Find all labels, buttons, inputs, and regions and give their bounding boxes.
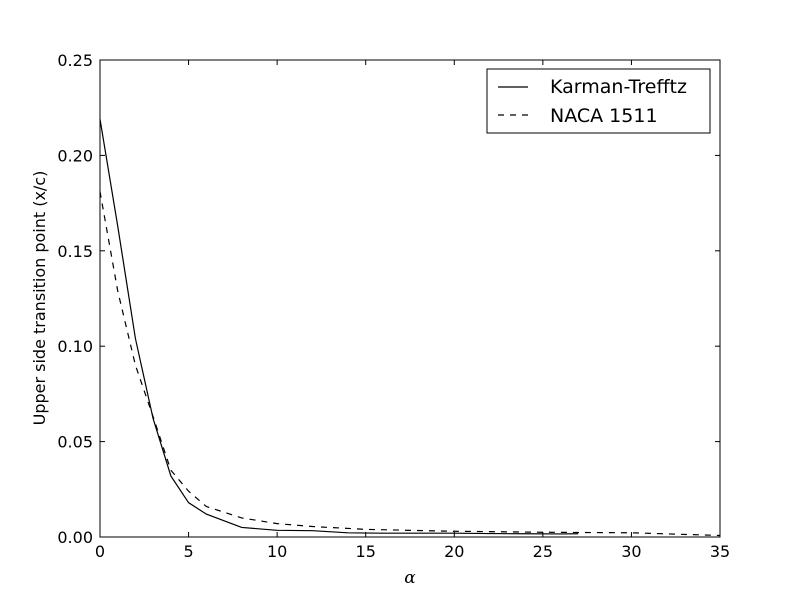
y-tick-label: 0.20 bbox=[57, 146, 93, 165]
x-tick-label: 10 bbox=[267, 542, 287, 561]
x-tick-label: 35 bbox=[710, 542, 730, 561]
series-line-naca-1511 bbox=[99, 191, 721, 537]
x-tick-label: 20 bbox=[444, 542, 464, 561]
x-tick-label: 30 bbox=[621, 542, 641, 561]
y-tick-label: 0.15 bbox=[57, 242, 93, 261]
x-tick-label: 0 bbox=[95, 542, 105, 561]
y-tick-label: 0.10 bbox=[57, 337, 93, 356]
x-axis-label: α bbox=[404, 568, 416, 588]
legend-label-karman-trefftz: Karman-Trefftz bbox=[550, 76, 687, 98]
plot-frame bbox=[99, 59, 721, 538]
series-line-karman-trefftz bbox=[99, 119, 579, 535]
legend-label-naca-1511: NACA 1511 bbox=[550, 105, 658, 127]
y-tick-label: 0.25 bbox=[57, 51, 93, 70]
y-tick-label: 0.00 bbox=[57, 528, 93, 547]
legend-box bbox=[486, 68, 711, 134]
x-tick-label: 15 bbox=[356, 542, 376, 561]
y-axis-label: Upper side transition point (x/c) bbox=[30, 171, 49, 426]
x-tick-label: 25 bbox=[533, 542, 553, 561]
y-tick-label: 0.05 bbox=[57, 433, 93, 452]
x-tick-label: 5 bbox=[183, 542, 193, 561]
legend: Karman-Trefftz NACA 1511 bbox=[486, 68, 711, 134]
